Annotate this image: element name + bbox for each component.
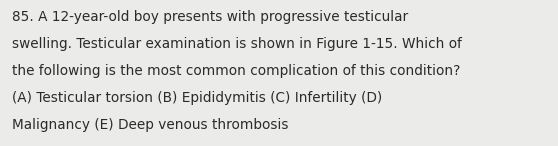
Text: 85. A 12-year-old boy presents with progressive testicular: 85. A 12-year-old boy presents with prog…	[12, 10, 408, 24]
Text: swelling. Testicular examination is shown in Figure 1-15. Which of: swelling. Testicular examination is show…	[12, 37, 462, 51]
Text: the following is the most common complication of this condition?: the following is the most common complic…	[12, 64, 461, 78]
Text: Malignancy (E) Deep venous thrombosis: Malignancy (E) Deep venous thrombosis	[12, 118, 289, 132]
Text: (A) Testicular torsion (B) Epididymitis (C) Infertility (D): (A) Testicular torsion (B) Epididymitis …	[12, 91, 383, 105]
